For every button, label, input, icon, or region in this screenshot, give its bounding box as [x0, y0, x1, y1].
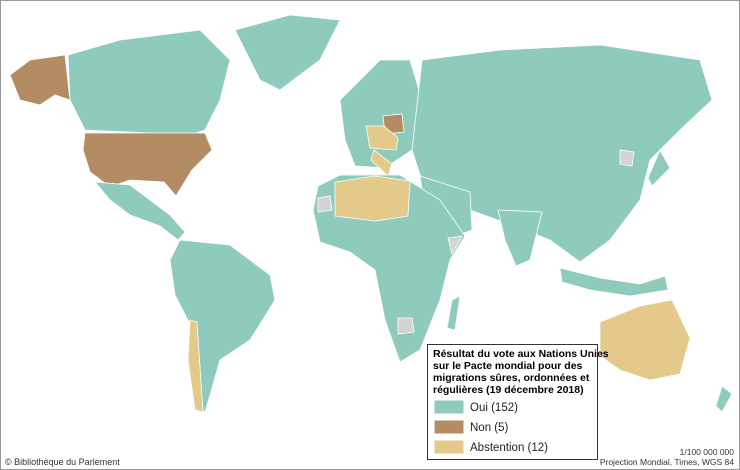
new-zealand [715, 385, 733, 413]
legend: Résultat du vote aux Nations Unies sur l… [427, 344, 609, 460]
algeria-libya [334, 175, 411, 222]
no-vote [397, 317, 415, 335]
africa [312, 174, 466, 363]
legend-label: Abstention (12) [470, 442, 548, 454]
no-vote [317, 195, 333, 213]
legend-title: Résultat du vote aux Nations Unies [433, 348, 609, 360]
chile [187, 319, 204, 413]
greenland [234, 14, 341, 91]
alaska [9, 54, 71, 106]
legend-label: Oui (152) [470, 402, 518, 414]
central-europe [365, 125, 399, 151]
legend-swatch [433, 419, 465, 435]
legend-swatch [433, 399, 465, 415]
indonesia [559, 267, 669, 297]
credit: © Bibliothèque du Parlement [5, 457, 120, 467]
australia [599, 299, 691, 381]
usa [82, 132, 213, 197]
madagascar [446, 295, 461, 331]
countries [9, 14, 733, 413]
canada [67, 29, 231, 136]
central-america [94, 181, 186, 241]
legend-title: migrations sûres, ordonnées et [433, 372, 590, 384]
no-vote [619, 149, 635, 167]
legend-title: sur le Pacte mondial pour des [433, 360, 583, 372]
legend-label: Non (5) [470, 422, 509, 434]
scale: 1/100 000 000 [680, 447, 735, 457]
no-vote [447, 235, 463, 256]
india [497, 209, 543, 267]
legend-title: régulières (19 décembre 2018) [433, 384, 584, 396]
legend-swatch [433, 439, 465, 455]
projection: Projection Mondial, Times, WGS 84 [600, 457, 734, 467]
legend-items: Oui (152) Non (5) Abstention (12) [433, 399, 548, 455]
japan [647, 149, 671, 187]
